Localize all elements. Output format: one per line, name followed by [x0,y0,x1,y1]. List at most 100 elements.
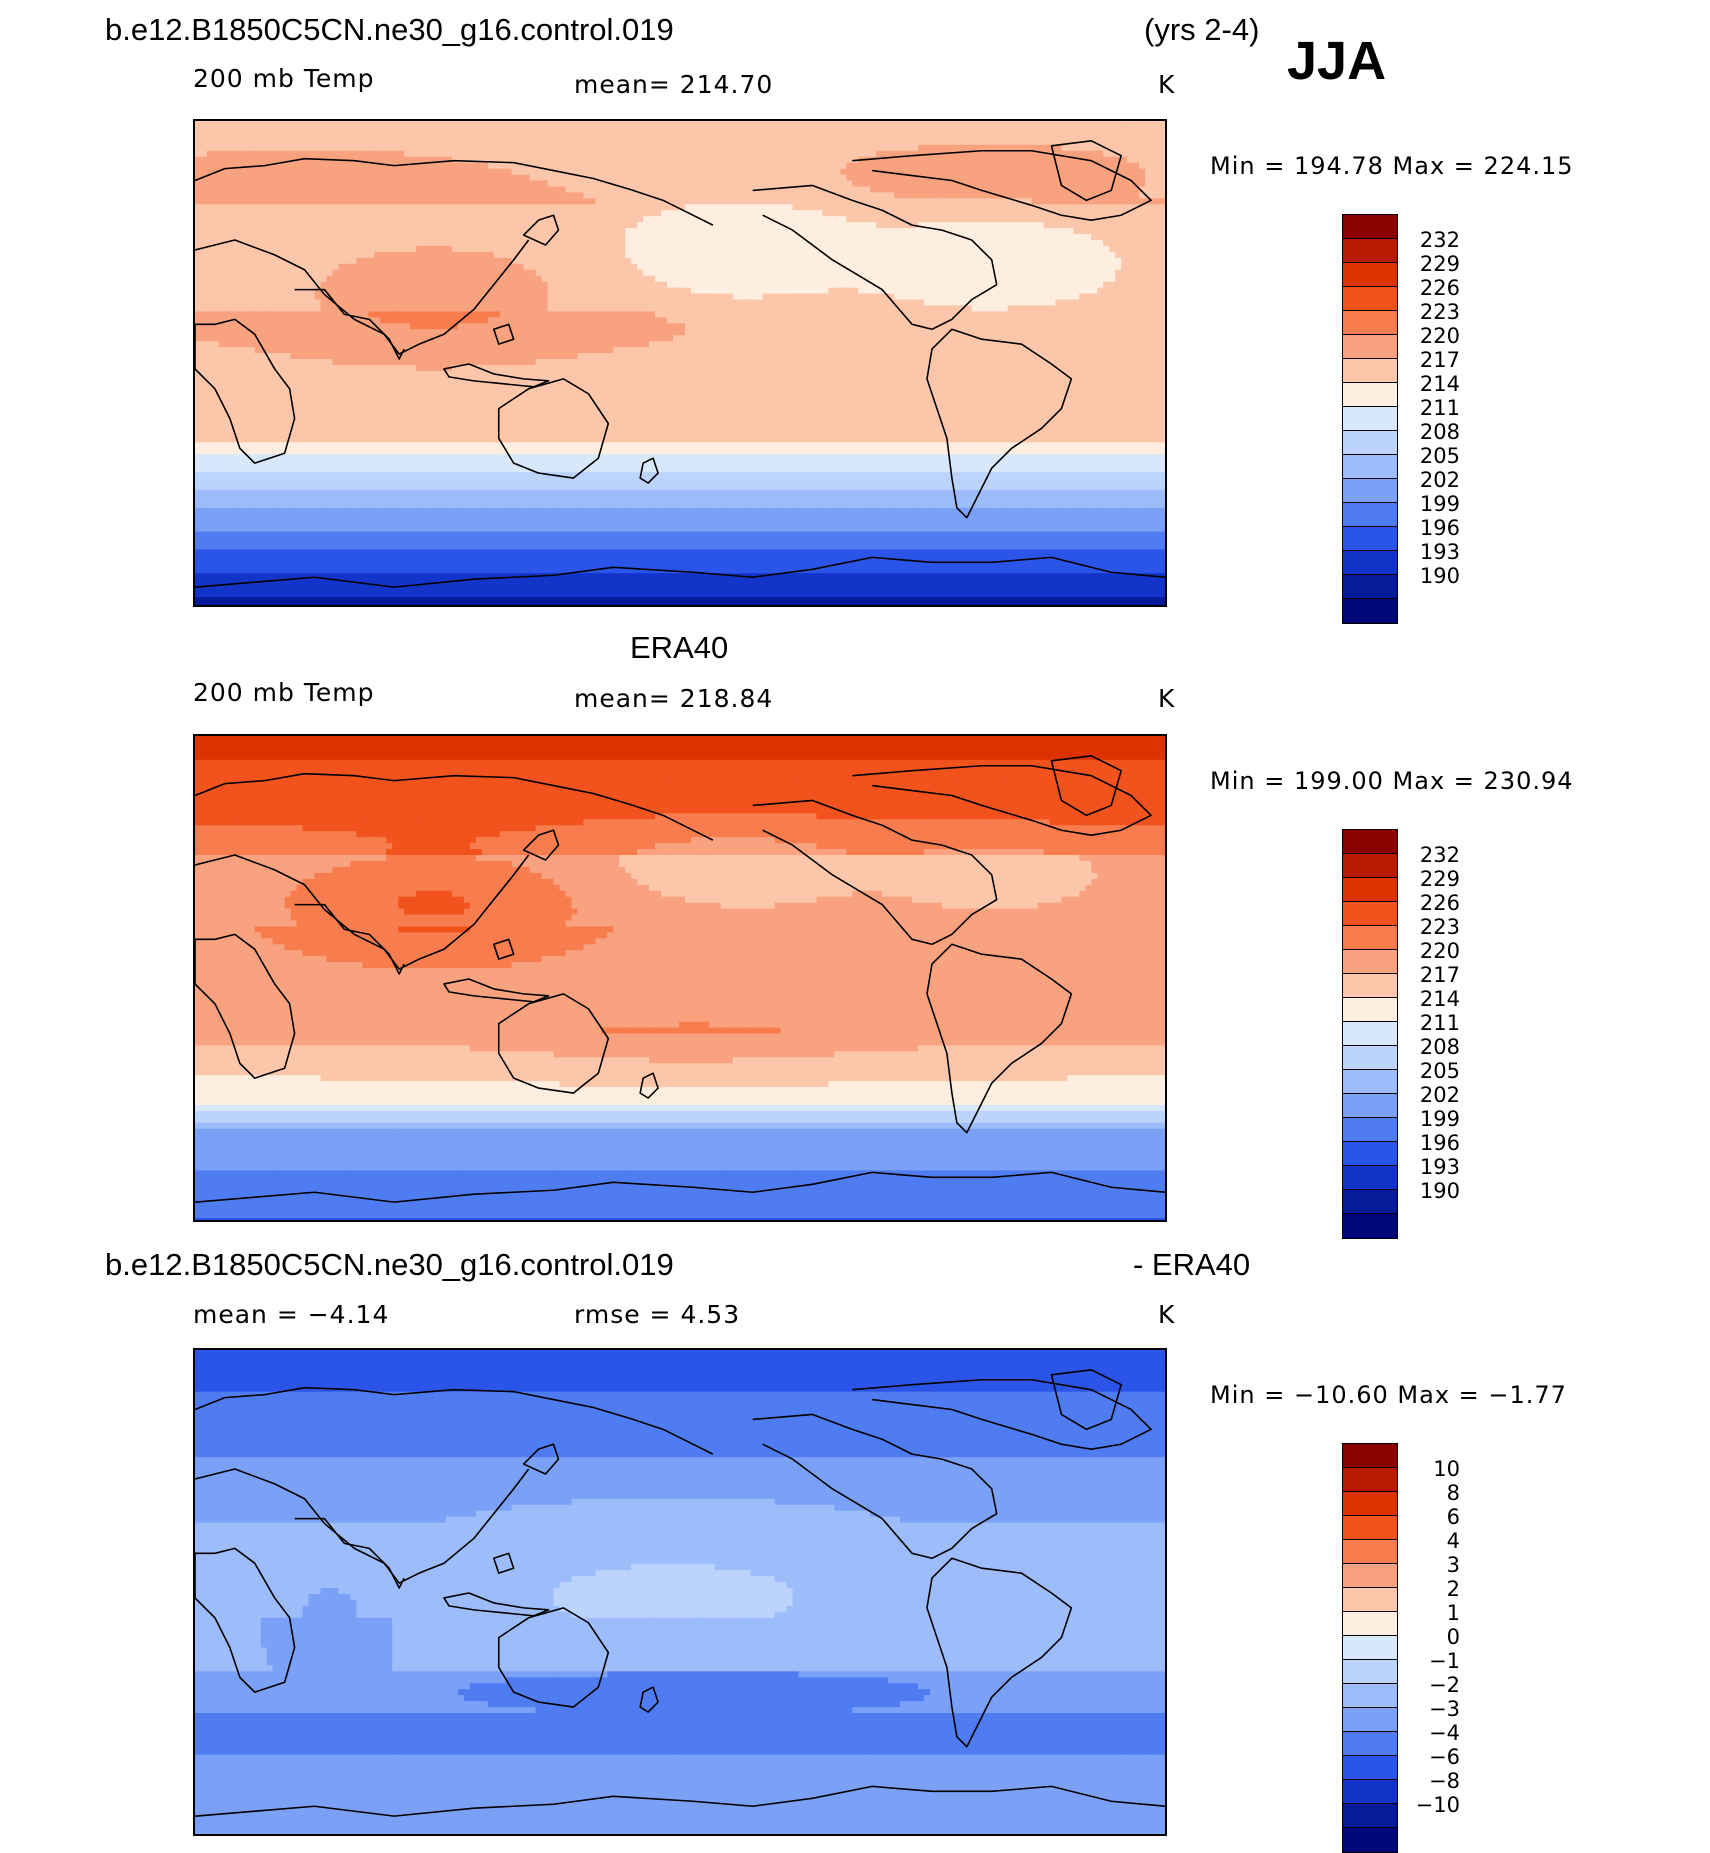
contour-cell [565,222,573,229]
contour-cell [338,228,345,235]
contour-cell [422,192,429,199]
contour-cell [1133,275,1140,283]
contour-cell [392,281,399,289]
contour-cell [858,281,865,289]
contour-cell [278,222,286,229]
contour-cell [1001,150,1009,158]
contour-cell [1151,204,1158,211]
contour-cell [989,228,997,235]
contour-cell [673,222,680,229]
contour-cell [445,121,453,128]
contour-cell [756,204,764,211]
contour-cell [786,204,794,211]
contour-cell [445,150,453,158]
contour-cell [846,121,853,128]
contour-cell [655,138,662,146]
contour-cell [828,121,835,128]
contour-cell [487,198,495,205]
contour-cell [935,287,943,295]
contour-cell [637,204,644,211]
contour-cell [900,245,907,253]
contour-cell [583,180,590,188]
contour-cell [278,281,286,289]
contour-cell [852,263,859,271]
contour-cell [834,156,841,164]
contour-cell [840,216,847,223]
contour-cell [1073,198,1080,205]
contour-cell [726,234,734,241]
contour-cell [1091,126,1098,134]
contour-cell [947,257,955,265]
contour-cell [923,186,931,194]
contour-cell [368,204,375,211]
contour-cell [386,138,393,146]
contour-cell [1013,269,1021,277]
contour-cell [983,204,991,211]
contour-cell [989,245,997,253]
contour-cell [995,245,1003,253]
contour-cell [643,156,650,164]
contour-cell [589,162,596,170]
contour-cell [1163,269,1165,277]
contour-cell [1079,275,1086,283]
contour-cell [493,210,501,217]
contour-cell [1061,263,1068,271]
contour-cell [720,144,728,152]
contour-cell [434,263,441,271]
contour-cell [463,222,471,229]
contour-cell [1163,216,1165,223]
contour-cell [314,234,322,241]
contour-cell [242,192,250,199]
contour-cell [696,234,704,241]
contour-cell [912,126,919,134]
contour-cell [828,138,835,146]
contour-cell [1031,132,1039,140]
contour-cell [272,281,280,289]
contour-cell [876,126,883,134]
contour-cell [314,126,322,134]
contour-cell [619,216,626,223]
contour-cell [762,210,770,217]
contour-cell [404,240,411,247]
contour-cell [475,121,483,128]
contour-cell [774,287,782,295]
contour-cell [320,281,328,289]
contour-cell [278,234,286,241]
contour-cell [619,275,626,283]
contour-cell [260,269,268,277]
contour-cell [673,293,680,301]
contour-cell [625,168,632,176]
contour-cell [296,234,304,241]
contour-cell [416,204,423,211]
contour-cell [1049,168,1057,176]
contour-cell [756,281,764,289]
contour-cell [457,204,465,211]
contour-cell [983,174,991,182]
contour-cell [995,138,1003,146]
contour-cell [977,126,985,134]
contour-cell [434,234,441,241]
contour-cell [523,204,531,211]
contour-cell [864,269,871,277]
contour-cell [206,240,214,247]
contour-cell [935,192,943,199]
contour-cell [1061,198,1068,205]
contour-cell [750,138,758,146]
contour-cell [410,126,417,134]
contour-cell [655,222,662,229]
contour-cell [451,275,459,283]
contour-cell [1013,240,1021,247]
contour-cell [392,275,399,283]
contour-cell [1145,263,1152,271]
contour-cell [499,168,507,176]
contour-cell [248,144,256,152]
contour-cell [296,198,304,205]
contour-cell [583,216,590,223]
contour-cell [1115,234,1122,241]
contour-cell [840,180,847,188]
contour-cell [206,186,214,194]
contour-cell [1067,150,1074,158]
contour-cell [445,186,453,194]
contour-cell [344,192,351,199]
contour-cell [374,257,381,265]
